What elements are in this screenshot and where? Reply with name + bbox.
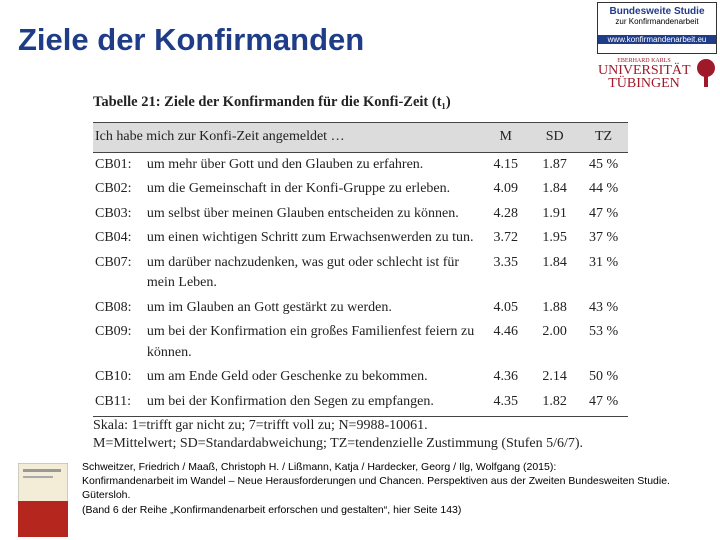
- row-value: 1.88: [542, 299, 567, 315]
- logo-url: www.konfirmandenarbeit.eu: [598, 35, 716, 44]
- logo-text: EBERHARD KARLS: [617, 58, 671, 64]
- row-value: 47 %: [588, 205, 619, 221]
- row-text: um die Gemeinschaft in der Konfi-Gruppe …: [146, 181, 451, 196]
- table-row: CB04: um einen wichtigen Schritt zum Erwa…: [93, 226, 628, 251]
- row-value: 1.87: [542, 156, 567, 172]
- table-note: Skala: 1=trifft gar nicht zu; 7=trifft v…: [93, 418, 428, 433]
- row-value: 3.35: [493, 254, 518, 270]
- citation-line: (Band 6 der Reihe „Konfirmandenarbeit er…: [82, 503, 462, 516]
- table-row: CB02: um die Gemeinschaft in der Konfi-Gr…: [93, 177, 628, 202]
- row-code: CB11:: [95, 393, 132, 409]
- row-text: um im Glauben an Gott gestärkt zu werden…: [146, 299, 392, 315]
- row-code: CB07:: [95, 254, 132, 270]
- row-value: 4.36: [493, 369, 518, 384]
- row-value: 1.82: [542, 393, 567, 409]
- logo-text: TÜBINGEN: [608, 76, 680, 91]
- table-row: CB01: um mehr über Gott und den Glauben z…: [93, 153, 628, 178]
- logo-text: UNIVERSITÄT: [598, 63, 691, 78]
- row-text: um am Ende Geld oder Geschenke zu bekomm…: [146, 369, 428, 384]
- uni-logo: EBERHARD KARLS UNIVERSITÄT TÜBINGEN: [598, 58, 691, 91]
- header-cell: TZ: [594, 129, 613, 144]
- slide-title: Ziele der Konfirmanden: [18, 22, 365, 57]
- row-value: 37 %: [588, 230, 619, 245]
- row-value: 4.28: [493, 205, 518, 221]
- citation: Schweitzer, Friedrich / Maaß, Christoph …: [82, 460, 670, 517]
- row-value: 4.46: [493, 324, 518, 339]
- row-value: 45 %: [588, 156, 619, 172]
- row-code: CB03:: [95, 205, 132, 221]
- row-value: 3.72: [493, 230, 518, 245]
- row-text: um darüber nachzudenken, was gut oder sc…: [146, 254, 460, 291]
- citation-line: Schweitzer, Friedrich / Maaß, Christoph …: [82, 461, 557, 473]
- row-text: um bei der Konfirmation ein großes Famil…: [146, 324, 475, 360]
- row-value: 1.95: [542, 230, 567, 245]
- row-value: 4.35: [493, 393, 518, 409]
- row-value: 31 %: [588, 254, 619, 270]
- row-value: 53 %: [588, 324, 619, 339]
- row-code: CB04:: [95, 230, 132, 245]
- row-value: 47 %: [588, 393, 619, 409]
- table-caption: Tabelle 21: Ziele der Konfirmanden für d…: [93, 94, 451, 110]
- row-code: CB08:: [95, 299, 132, 315]
- row-text: um einen wichtigen Schritt zum Erwachsen…: [146, 230, 474, 245]
- row-value: 1.84: [542, 181, 567, 196]
- table-row: CB08: um im Glauben an Gott gestärkt zu w…: [93, 296, 628, 321]
- row-code: CB01:: [95, 156, 132, 172]
- study-logo: Bundesweite Studie zur Konfirmandenarbei…: [597, 2, 717, 54]
- table-row: CB11: um bei der Konfirmation den Segen z…: [93, 390, 628, 415]
- row-value: 4.05: [493, 299, 518, 315]
- row-code: CB02:: [95, 181, 132, 196]
- row-text: um mehr über Gott und den Glauben zu erf…: [146, 156, 424, 172]
- row-value: 1.91: [542, 205, 567, 221]
- logo-text: Bundesweite Studie: [609, 6, 705, 17]
- header-row: Ich habe mich zur Konfi-Zeit angemeldet …: [93, 122, 628, 153]
- row-code: CB09:: [95, 324, 132, 339]
- citation-line: Konfirmandenarbeit im Wandel – Neue Hera…: [82, 475, 670, 488]
- table-row: CB10: um am Ende Geld oder Geschenke zu b…: [93, 365, 628, 390]
- tree-icon: [697, 59, 715, 87]
- table-note: M=Mittelwert; SD=Standardabweichung; TZ=…: [93, 436, 584, 451]
- row-value: 4.15: [493, 156, 518, 172]
- logo-text: zur Konfirmandenarbeit: [615, 17, 699, 26]
- table: Tabelle 21: Ziele der Konfirmanden für d…: [93, 94, 628, 453]
- row-text: um selbst über meinen Glauben entscheide…: [146, 205, 459, 221]
- table-row: CB09: um bei der Konfirmation ein großes …: [93, 320, 628, 365]
- row-value: 1.84: [542, 254, 567, 270]
- row-value: 50 %: [588, 369, 619, 384]
- citation-line: Gütersloh.: [82, 489, 131, 502]
- row-value: 2.00: [542, 324, 567, 339]
- table-row: CB07: um darüber nachzudenken, was gut od…: [93, 251, 628, 296]
- row-code: CB10:: [95, 369, 132, 384]
- row-value: 44 %: [588, 181, 619, 196]
- row-text: um bei der Konfirmation den Segen zu emp…: [146, 393, 434, 409]
- header-cell: Ich habe mich zur Konfi-Zeit angemeldet …: [95, 129, 345, 144]
- header-cell: SD: [545, 129, 564, 144]
- table-row: CB03: um selbst über meinen Glauben entsc…: [93, 202, 628, 227]
- table-rule: [93, 416, 628, 417]
- row-value: 2.14: [542, 369, 567, 384]
- row-value: 43 %: [588, 299, 619, 315]
- header-cell: M: [499, 129, 512, 144]
- row-value: 4.09: [493, 181, 518, 196]
- book-cover: [18, 463, 68, 537]
